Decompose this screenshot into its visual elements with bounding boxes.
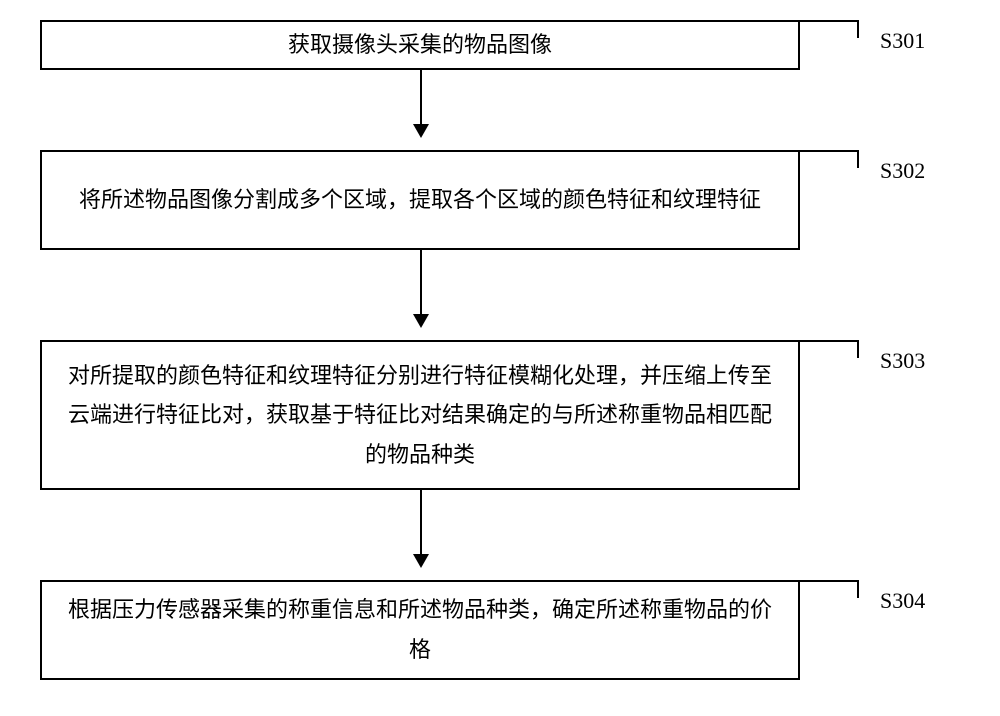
flow-box-s304: 根据压力传感器采集的称重信息和所述物品种类，确定所述称重物品的价格 [40, 580, 800, 680]
flow-box-s302: 将所述物品图像分割成多个区域，提取各个区域的颜色特征和纹理特征 [40, 150, 800, 250]
step-label-s303: S303 [880, 348, 925, 374]
arrow-2 [420, 250, 422, 326]
connector-s301 [789, 20, 859, 38]
flow-text-s302: 将所述物品图像分割成多个区域，提取各个区域的颜色特征和纹理特征 [79, 180, 761, 220]
arrow-1 [420, 70, 422, 136]
flow-text-s301: 获取摄像头采集的物品图像 [288, 25, 552, 65]
flow-text-s303: 对所提取的颜色特征和纹理特征分别进行特征模糊化处理，并压缩上传至云端进行特征比对… [62, 356, 778, 475]
step-label-s304: S304 [880, 588, 925, 614]
flow-box-s301: 获取摄像头采集的物品图像 [40, 20, 800, 70]
arrow-3 [420, 490, 422, 566]
connector-s303 [789, 340, 859, 358]
step-label-s301: S301 [880, 28, 925, 54]
flowchart-container: 获取摄像头采集的物品图像 S301 将所述物品图像分割成多个区域，提取各个区域的… [0, 0, 1000, 716]
flow-text-s304: 根据压力传感器采集的称重信息和所述物品种类，确定所述称重物品的价格 [62, 590, 778, 669]
connector-s302 [789, 150, 859, 168]
connector-s304 [789, 580, 859, 598]
flow-box-s303: 对所提取的颜色特征和纹理特征分别进行特征模糊化处理，并压缩上传至云端进行特征比对… [40, 340, 800, 490]
step-label-s302: S302 [880, 158, 925, 184]
